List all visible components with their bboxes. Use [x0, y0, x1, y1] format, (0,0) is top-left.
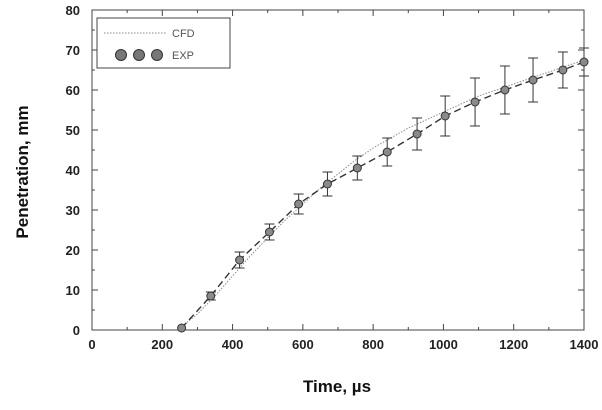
axes: 0 200 400 600 800 1000 1200 1400 0 10 20 30 40 50 60 70… — [66, 3, 599, 352]
exp-point — [528, 75, 538, 85]
exp-point — [470, 97, 480, 107]
series-cfd — [179, 59, 585, 329]
exp-point — [500, 85, 510, 95]
exp-point — [382, 147, 392, 157]
y-tick-label: 70 — [66, 43, 80, 58]
exp-point — [264, 227, 274, 237]
x-tick-label: 400 — [222, 337, 244, 352]
y-tick-label: 10 — [66, 283, 80, 298]
x-tick-label: 1400 — [570, 337, 599, 352]
series-exp — [177, 47, 589, 333]
x-tick-label: 800 — [362, 337, 384, 352]
y-tick-label: 20 — [66, 243, 80, 258]
exp-point — [412, 129, 422, 139]
exp-point — [294, 199, 304, 209]
exp-point — [322, 179, 332, 189]
legend-exp-marker-1 — [115, 49, 127, 61]
x-axis-title: Time, µs — [303, 377, 371, 396]
y-tick-label: 80 — [66, 3, 80, 18]
legend-exp-marker-2 — [133, 49, 145, 61]
legend-exp-marker-3 — [151, 49, 163, 61]
x-tick-label: 1000 — [429, 337, 458, 352]
y-axis-title: Penetration, mm — [13, 105, 32, 238]
x-tick-label: 200 — [151, 337, 173, 352]
y-tick-label: 0 — [73, 323, 80, 338]
y-tick-label: 40 — [66, 163, 80, 178]
exp-point — [206, 291, 216, 301]
exp-point — [235, 255, 245, 265]
legend-exp-label: EXP — [172, 50, 194, 62]
x-tick-label: 0 — [88, 337, 95, 352]
x-tick-label: 600 — [292, 337, 314, 352]
cfd-line — [179, 59, 585, 329]
exp-point — [352, 163, 362, 173]
legend-cfd-label: CFD — [172, 28, 195, 40]
exp-point — [579, 57, 589, 67]
exp-point — [177, 323, 187, 333]
exp-line — [181, 61, 585, 329]
legend-box — [96, 17, 231, 69]
x-tick-label: 1200 — [499, 337, 528, 352]
y-tick-label: 60 — [66, 83, 80, 98]
y-tick-label: 30 — [66, 203, 80, 218]
exp-point — [558, 65, 568, 75]
y-tick-label: 50 — [66, 123, 80, 138]
exp-point — [440, 111, 450, 121]
legend: CFD EXP — [96, 17, 231, 69]
